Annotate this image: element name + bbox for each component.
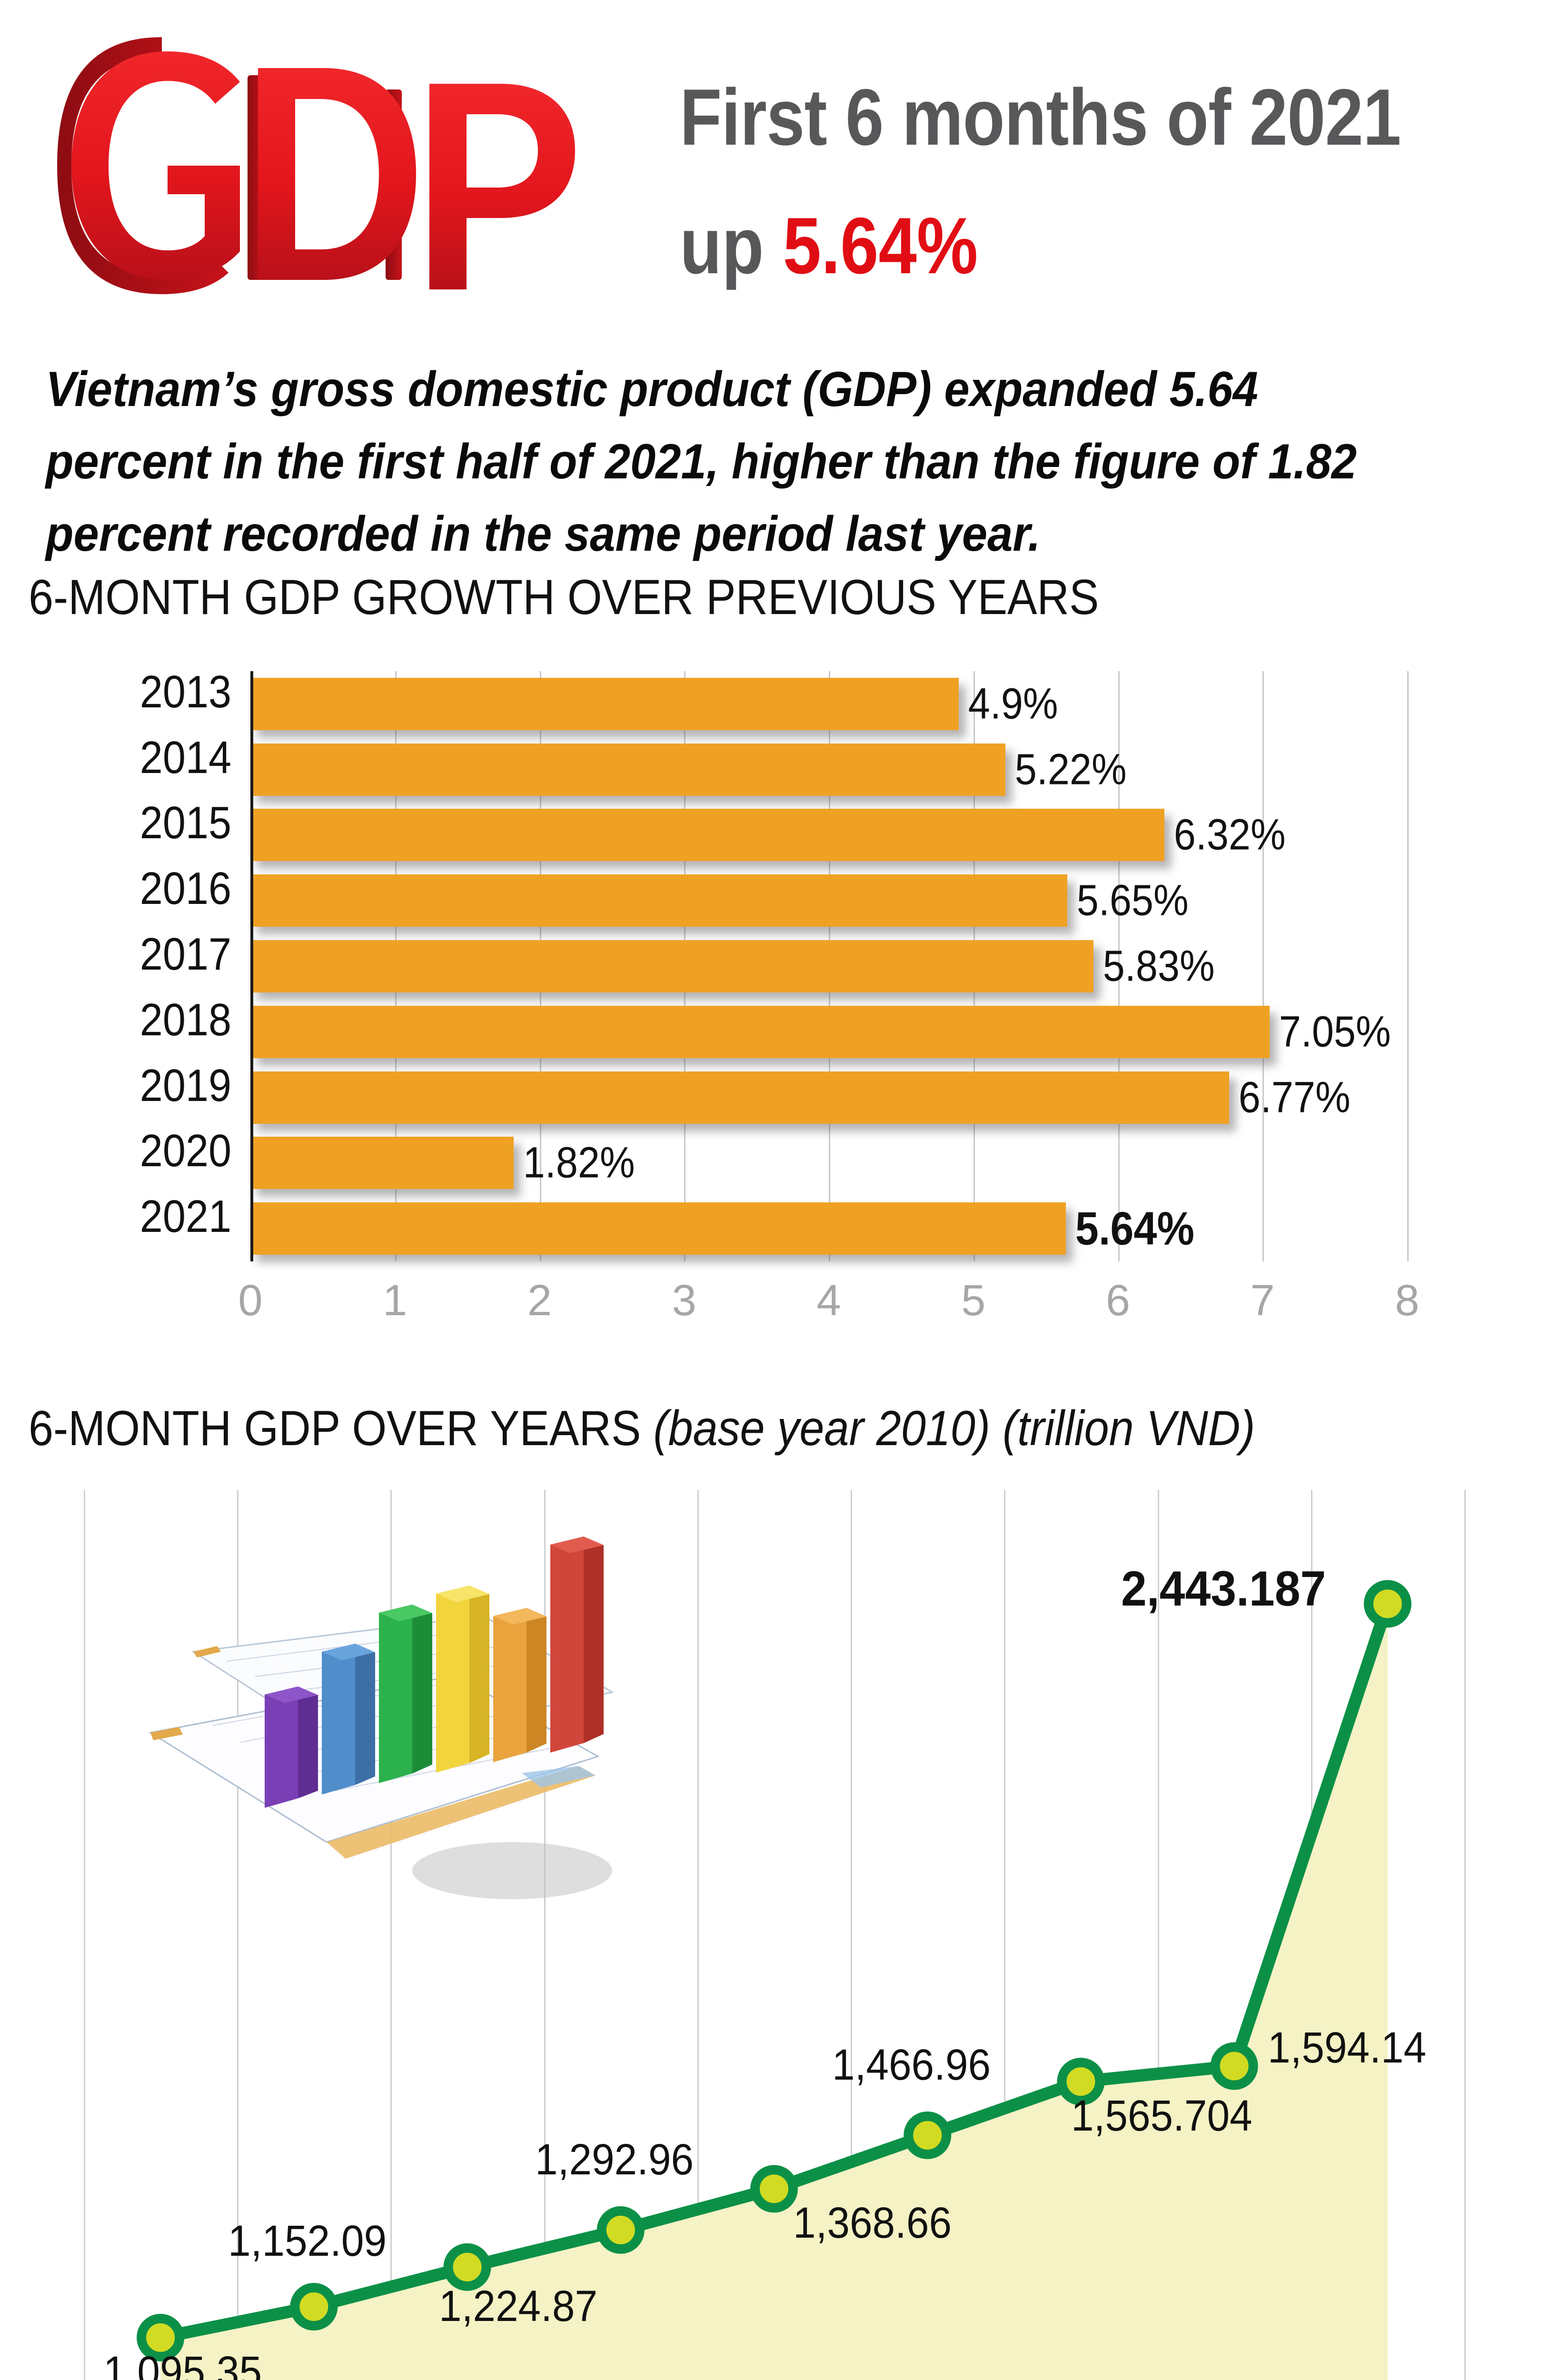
- header-title-line2: up 5.64%: [680, 200, 978, 292]
- line-chart-value-label: 1,565.704: [1071, 2091, 1253, 2140]
- line-chart-gridline: [84, 1490, 85, 2380]
- line-chart-gridline: [544, 1490, 546, 2380]
- line-chart-marker: [1210, 2042, 1258, 2090]
- line-chart-value-label: 2,443.187: [1121, 1561, 1326, 1617]
- header-up-label: up: [680, 201, 783, 290]
- bar-chart-x-tick: 3: [672, 1276, 696, 1325]
- line-chart-gridline: [1004, 1490, 1006, 2380]
- bar-chart-bar: [250, 1005, 1270, 1058]
- bar-chart-bar: [250, 677, 959, 730]
- bar-chart-category-label: 2021: [139, 1191, 231, 1242]
- bar-chart-category-label: 2016: [139, 863, 231, 914]
- bar-chart-bar: [250, 1071, 1230, 1124]
- bar-chart-value-label: 5.65%: [1076, 876, 1189, 925]
- bar-chart-y-axis: [250, 671, 253, 1261]
- line-chart-title-main: 6-MONTH GDP OVER YEARS: [29, 1401, 654, 1456]
- bar-chart-x-tick: 0: [238, 1276, 263, 1325]
- bar-chart-value-label: 5.22%: [1014, 745, 1127, 794]
- line-chart-title-italic: (base year 2010) (trillion VND): [653, 1401, 1255, 1456]
- line-chart-marker: [1363, 1580, 1411, 1628]
- line-chart-marker: [1057, 2057, 1105, 2105]
- line-chart-value-label: 1,466.96: [832, 2040, 991, 2089]
- lead-paragraph: Vietnam’s gross domestic product (GDP) e…: [46, 362, 1357, 562]
- bar-chart-x-tick: 8: [1395, 1276, 1420, 1325]
- line-chart-value-label: 1,292.96: [535, 2135, 694, 2184]
- bar-chart-bar: [250, 1202, 1066, 1255]
- gdp-logo: [43, 23, 638, 308]
- header: First 6 months of 2021 up 5.64%: [0, 0, 1550, 328]
- line-chart-value-label: 1,594.14: [1267, 2023, 1426, 2073]
- bar-chart-x-tick: 6: [1105, 1276, 1131, 1325]
- bar-chart-x-tick: 7: [1250, 1276, 1275, 1325]
- spreadsheet-bar-illustration: [122, 1509, 798, 1985]
- bar-chart-gridline: [1262, 671, 1264, 1261]
- line-chart-value-label: 1,152.09: [228, 2217, 387, 2266]
- line-chart-marker: [443, 2243, 491, 2291]
- line-chart-marker: [904, 2111, 952, 2159]
- bar-chart-value-label: 1.82%: [523, 1138, 635, 1187]
- line-chart-gridline: [237, 1490, 239, 2380]
- bar-chart-value-label: 5.64%: [1075, 1202, 1195, 1255]
- line-chart-value-label: 1,224.87: [438, 2281, 597, 2330]
- bar-chart-value-label: 6.77%: [1239, 1073, 1351, 1122]
- bar-chart-category-label: 2020: [139, 1125, 231, 1177]
- line-chart-value-label: 1,368.66: [793, 2199, 952, 2248]
- line-chart-gridline: [1464, 1490, 1466, 2380]
- header-title-line1: First 6 months of 2021: [680, 72, 1401, 162]
- bar-chart-gridline: [1407, 671, 1409, 1261]
- line-chart-plot: 1,095.35 1,152.09 1,224.87 1,292.96 1,368.66…: [84, 1490, 1466, 2380]
- bar-chart-category-label: 2013: [139, 666, 231, 717]
- line-chart-gridline: [1157, 1490, 1159, 2380]
- line-chart-marker: [137, 2313, 185, 2361]
- bar-chart-category-label: 2014: [139, 732, 231, 783]
- line-chart-marker: [596, 2206, 645, 2254]
- bar-chart-category-label: 2015: [139, 797, 231, 849]
- line-chart-gridline: [697, 1490, 699, 2380]
- line-chart-area-fill: [160, 1604, 1388, 2380]
- bar-chart-value-label: 5.83%: [1103, 942, 1215, 991]
- line-chart-gridline: [390, 1490, 392, 2380]
- line-chart-marker: [290, 2283, 338, 2331]
- bar-chart-bar: [250, 809, 1164, 862]
- bar-chart-bar: [250, 874, 1068, 927]
- line-chart-gridline: [851, 1490, 853, 2380]
- line-chart-marker: [750, 2165, 798, 2213]
- bar-chart-x-tick: 4: [816, 1276, 841, 1325]
- bar-chart-x-tick: 1: [383, 1276, 407, 1325]
- line-chart-title: 6-MONTH GDP OVER YEARS (base year 2010) …: [29, 1400, 1255, 1457]
- bar-chart-category-label: 2018: [139, 994, 231, 1045]
- bar-chart-bar: [250, 743, 1005, 796]
- line-chart: 1,095.35 1,152.09 1,224.87 1,292.96 1,368.66…: [46, 1490, 1502, 2380]
- bar-chart-gridline: [1118, 671, 1120, 1261]
- bar-chart-bar: [250, 1137, 514, 1190]
- bar-chart-value-label: 4.9%: [968, 679, 1058, 728]
- bar-chart-x-tick: 2: [527, 1276, 552, 1325]
- bar-chart-x-tick: 5: [961, 1276, 986, 1325]
- bar-chart-value-label: 7.05%: [1279, 1007, 1391, 1056]
- bar-chart-category-label: 2017: [139, 929, 231, 980]
- bar-chart-bar: [250, 940, 1093, 992]
- bar-chart-title: 6-MONTH GDP GROWTH OVER PREVIOUS YEARS: [29, 570, 1099, 625]
- line-chart-series: [137, 1580, 1411, 2380]
- line-chart-value-label: 1,095.35: [103, 2347, 262, 2380]
- header-growth-value: 5.64%: [783, 201, 978, 290]
- bar-chart-value-label: 6.32%: [1173, 810, 1286, 859]
- bar-chart: 4.9% 5.22% 6.32% 5.65% 5.83% 7.05% 6.77% 1.82% 5…: [46, 657, 1474, 1338]
- bar-chart-category-label: 2019: [139, 1060, 231, 1111]
- bar-chart-x-axis-labels: 0 1 2 3 4 5 6 7 8: [238, 1276, 1419, 1333]
- bar-chart-plot: 4.9% 5.22% 6.32% 5.65% 5.83% 7.05% 6.77% 1.82% 5…: [250, 671, 1409, 1261]
